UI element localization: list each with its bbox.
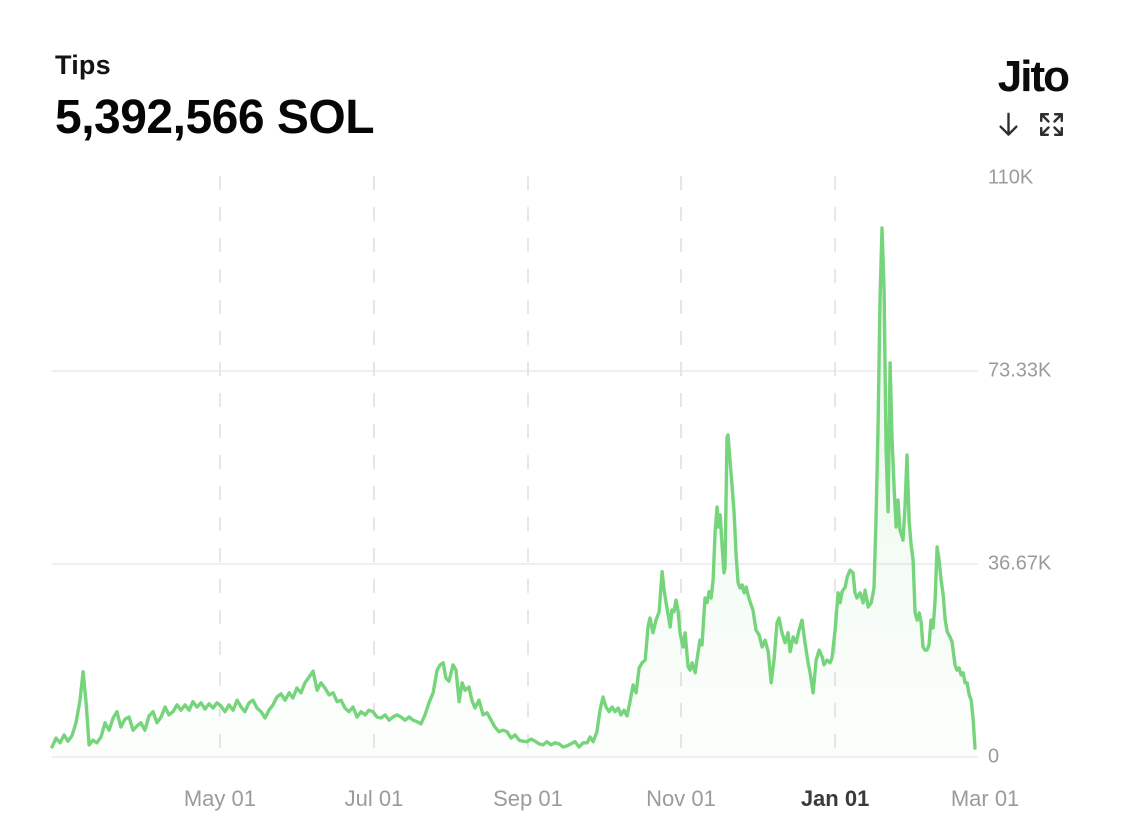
x-axis-tick-label: Jul 01	[344, 786, 404, 811]
download-icon	[995, 110, 1022, 143]
x-axis-tick-label: Jan 01	[800, 786, 870, 811]
tips-series	[50, 226, 977, 757]
y-axis-tick-label: 110K	[988, 166, 1034, 189]
chart-header: Tips 5,392,566 SOL	[55, 50, 375, 145]
x-axis-tick-label: Mar 01	[950, 786, 1020, 811]
jito-logo: Jito	[997, 52, 1070, 101]
y-axis-tick-label: 36.67K	[988, 552, 1052, 575]
total-tips-value: 5,392,566 SOL	[55, 91, 375, 144]
y-axis-tick-label: 73.33K	[988, 359, 1052, 382]
chart-toolbar	[993, 110, 1066, 142]
download-button[interactable]	[993, 110, 1023, 142]
x-axis-tick-label: May 01	[183, 786, 256, 811]
expand-icon	[1037, 110, 1066, 142]
x-axis-tick-label: Nov 01	[646, 786, 716, 811]
y-axis-tick-label: 0	[988, 745, 1000, 768]
expand-button[interactable]	[1036, 110, 1066, 142]
gridlines	[52, 176, 978, 758]
page-title: Tips	[55, 50, 111, 80]
x-axis-tick-label: Sep 01	[493, 786, 563, 811]
